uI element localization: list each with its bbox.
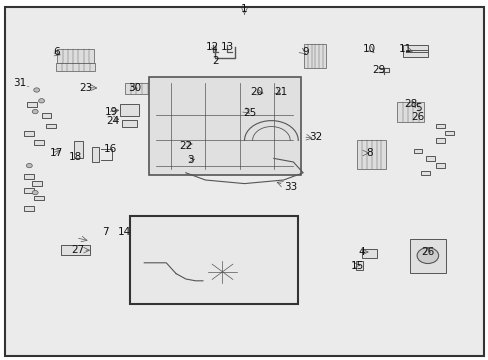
- Text: 2: 2: [211, 56, 218, 66]
- FancyBboxPatch shape: [435, 163, 444, 168]
- FancyBboxPatch shape: [435, 138, 444, 143]
- Bar: [129, 216, 298, 304]
- FancyBboxPatch shape: [92, 147, 99, 162]
- Text: 24: 24: [105, 116, 119, 126]
- FancyBboxPatch shape: [27, 102, 37, 107]
- FancyBboxPatch shape: [34, 196, 44, 200]
- Text: 11: 11: [398, 44, 412, 54]
- Text: 6: 6: [53, 47, 60, 57]
- FancyBboxPatch shape: [361, 249, 376, 258]
- FancyBboxPatch shape: [24, 131, 34, 136]
- Circle shape: [39, 99, 44, 103]
- Circle shape: [34, 88, 40, 92]
- FancyBboxPatch shape: [41, 113, 51, 117]
- Text: 31: 31: [13, 78, 26, 88]
- FancyBboxPatch shape: [355, 261, 362, 270]
- Text: 23: 23: [79, 83, 92, 93]
- Text: 5: 5: [414, 103, 421, 113]
- Bar: [58, 49, 94, 63]
- Bar: [124, 83, 154, 94]
- Text: 29: 29: [371, 65, 385, 75]
- Text: 17: 17: [49, 148, 63, 158]
- FancyBboxPatch shape: [149, 77, 300, 175]
- Text: 7: 7: [102, 227, 108, 237]
- FancyBboxPatch shape: [435, 124, 444, 128]
- Text: 27: 27: [71, 245, 85, 255]
- Text: 28: 28: [403, 99, 417, 109]
- Text: 22: 22: [179, 141, 192, 151]
- Text: 14: 14: [118, 227, 131, 237]
- FancyBboxPatch shape: [420, 171, 429, 175]
- Text: 20: 20: [250, 87, 263, 97]
- FancyBboxPatch shape: [24, 189, 34, 193]
- FancyBboxPatch shape: [74, 141, 82, 158]
- Text: 13: 13: [220, 42, 234, 52]
- Text: 26: 26: [420, 247, 434, 257]
- Circle shape: [416, 248, 438, 264]
- Text: 21: 21: [274, 87, 287, 97]
- Text: 4: 4: [358, 247, 365, 257]
- Circle shape: [32, 190, 38, 195]
- Text: 30: 30: [128, 83, 141, 93]
- Circle shape: [26, 163, 32, 168]
- FancyBboxPatch shape: [32, 181, 41, 186]
- Text: 16: 16: [103, 144, 117, 154]
- Bar: [396, 102, 424, 122]
- FancyBboxPatch shape: [445, 131, 453, 135]
- Text: 33: 33: [284, 182, 297, 192]
- FancyBboxPatch shape: [409, 239, 445, 273]
- Text: 1: 1: [241, 4, 247, 14]
- Text: 15: 15: [349, 261, 363, 271]
- Text: 3: 3: [187, 155, 194, 165]
- Bar: [56, 63, 95, 71]
- Circle shape: [203, 257, 242, 286]
- FancyBboxPatch shape: [151, 264, 166, 276]
- Text: 8: 8: [365, 148, 372, 158]
- Bar: [304, 44, 326, 68]
- Bar: [356, 140, 386, 169]
- FancyBboxPatch shape: [425, 156, 434, 161]
- Text: 19: 19: [104, 107, 118, 117]
- Circle shape: [213, 265, 231, 278]
- Text: 12: 12: [205, 42, 219, 52]
- FancyBboxPatch shape: [61, 245, 90, 255]
- FancyBboxPatch shape: [413, 149, 422, 153]
- Text: 32: 32: [308, 132, 322, 142]
- FancyBboxPatch shape: [46, 123, 56, 129]
- FancyBboxPatch shape: [34, 140, 44, 145]
- Text: 26: 26: [410, 112, 424, 122]
- FancyBboxPatch shape: [403, 45, 427, 57]
- FancyBboxPatch shape: [175, 270, 186, 281]
- Text: 10: 10: [362, 44, 375, 54]
- FancyBboxPatch shape: [24, 207, 34, 211]
- FancyBboxPatch shape: [120, 104, 139, 116]
- FancyBboxPatch shape: [24, 174, 34, 179]
- Text: 18: 18: [69, 152, 82, 162]
- FancyBboxPatch shape: [122, 120, 137, 127]
- Text: 9: 9: [302, 47, 308, 57]
- Circle shape: [32, 109, 38, 114]
- Text: 25: 25: [242, 108, 256, 118]
